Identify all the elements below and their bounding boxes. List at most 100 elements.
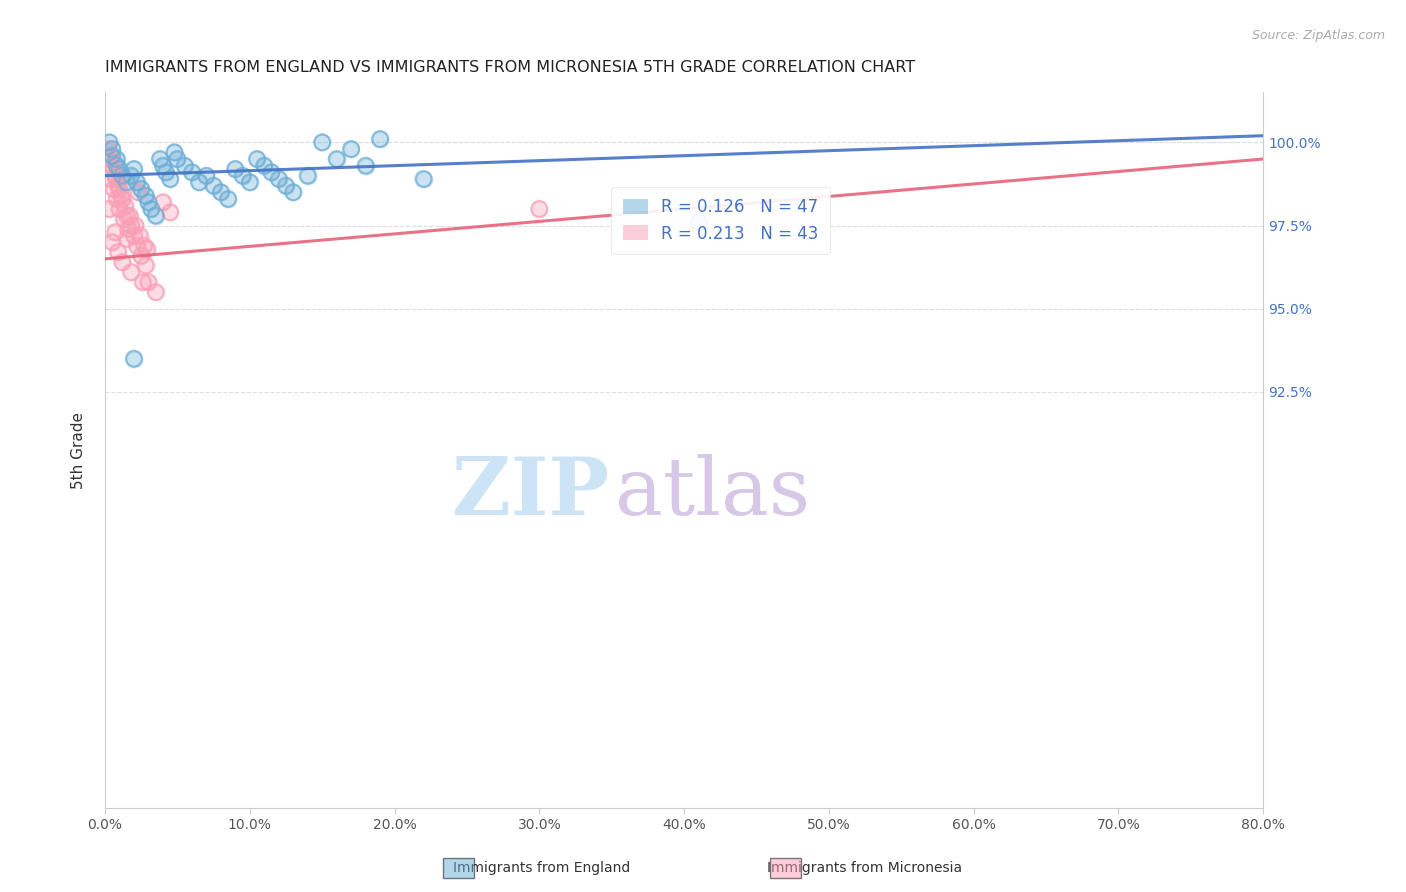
- Point: [103, 182, 125, 196]
- Point: [135, 259, 157, 273]
- Point: [166, 152, 188, 166]
- Point: [101, 142, 124, 156]
- Point: [104, 225, 127, 239]
- Point: [101, 149, 124, 163]
- Point: [136, 242, 159, 256]
- Legend: R = 0.126   N = 47, R = 0.213   N = 43: R = 0.126 N = 47, R = 0.213 N = 43: [612, 186, 831, 254]
- Point: [283, 186, 305, 200]
- Point: [209, 186, 232, 200]
- Point: [132, 238, 155, 252]
- Point: [101, 159, 124, 173]
- Point: [108, 202, 131, 216]
- Point: [145, 209, 167, 223]
- Text: Source: ZipAtlas.com: Source: ZipAtlas.com: [1251, 29, 1385, 42]
- Point: [115, 232, 138, 246]
- Point: [145, 209, 167, 223]
- Point: [122, 228, 145, 243]
- Point: [101, 159, 124, 173]
- Point: [159, 205, 181, 219]
- Point: [224, 161, 246, 176]
- Point: [108, 182, 131, 196]
- Point: [108, 182, 131, 196]
- Point: [239, 175, 262, 189]
- Point: [129, 248, 152, 262]
- Point: [202, 178, 225, 193]
- Point: [231, 169, 253, 183]
- Point: [246, 152, 269, 166]
- Point: [108, 161, 131, 176]
- Point: [224, 161, 246, 176]
- Point: [163, 145, 186, 160]
- Point: [120, 169, 142, 183]
- Point: [124, 219, 146, 233]
- Point: [253, 159, 276, 173]
- Point: [101, 235, 124, 250]
- Point: [120, 265, 142, 279]
- Point: [173, 159, 195, 173]
- Point: [195, 169, 218, 183]
- Point: [145, 285, 167, 299]
- Point: [155, 165, 177, 179]
- Point: [159, 172, 181, 186]
- Point: [688, 215, 710, 229]
- Point: [103, 161, 125, 176]
- Point: [131, 275, 153, 289]
- Point: [311, 136, 333, 150]
- Point: [105, 192, 128, 206]
- Point: [114, 198, 136, 212]
- Point: [105, 172, 128, 186]
- Point: [138, 275, 160, 289]
- Point: [131, 275, 153, 289]
- Point: [105, 152, 128, 166]
- Point: [120, 169, 142, 183]
- Point: [98, 202, 121, 216]
- Point: [122, 161, 145, 176]
- Point: [107, 178, 129, 193]
- Point: [202, 178, 225, 193]
- Point: [124, 219, 146, 233]
- Point: [311, 136, 333, 150]
- Point: [107, 245, 129, 260]
- Point: [122, 161, 145, 176]
- Point: [111, 192, 134, 206]
- Point: [101, 142, 124, 156]
- Point: [173, 159, 195, 173]
- Point: [412, 172, 434, 186]
- Point: [159, 205, 181, 219]
- Point: [141, 202, 163, 216]
- Point: [217, 192, 239, 206]
- Point: [110, 188, 132, 202]
- Point: [195, 169, 218, 183]
- Point: [112, 211, 135, 226]
- Point: [111, 169, 134, 183]
- Point: [412, 172, 434, 186]
- Point: [180, 165, 202, 179]
- Point: [128, 228, 150, 243]
- Text: Immigrants from England: Immigrants from England: [453, 862, 630, 875]
- Point: [354, 159, 377, 173]
- Point: [163, 145, 186, 160]
- Point: [107, 178, 129, 193]
- Point: [105, 152, 128, 166]
- Point: [135, 188, 157, 202]
- Point: [105, 159, 128, 173]
- Point: [274, 178, 297, 193]
- Point: [209, 186, 232, 200]
- Text: Immigrants from Micronesia: Immigrants from Micronesia: [768, 862, 962, 875]
- Point: [120, 219, 142, 233]
- Point: [100, 172, 122, 186]
- Point: [101, 149, 124, 163]
- Point: [152, 195, 174, 210]
- Point: [239, 175, 262, 189]
- Point: [115, 175, 138, 189]
- Point: [98, 136, 121, 150]
- Point: [135, 188, 157, 202]
- Point: [155, 165, 177, 179]
- Point: [108, 161, 131, 176]
- Point: [152, 159, 174, 173]
- Point: [117, 222, 139, 236]
- Point: [108, 202, 131, 216]
- Point: [145, 285, 167, 299]
- Point: [231, 169, 253, 183]
- Point: [97, 142, 120, 156]
